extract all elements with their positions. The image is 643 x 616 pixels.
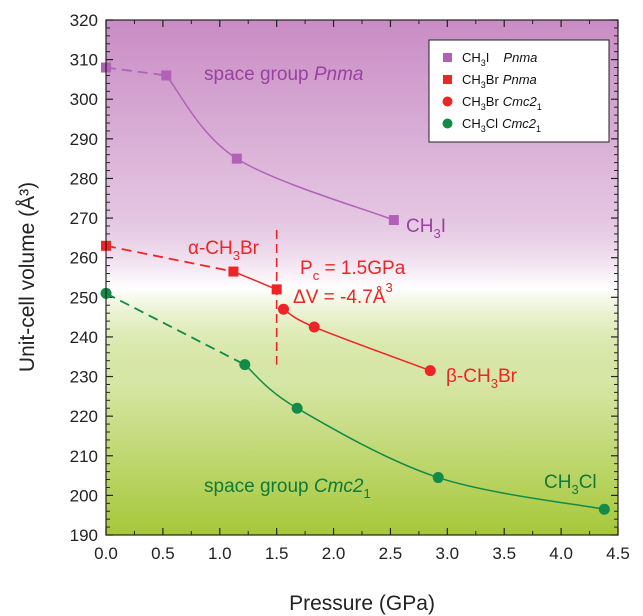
annotation-pnma: space group Pnma: [204, 64, 364, 85]
y-tick-label: 300: [70, 90, 98, 109]
x-tick-label: 4.5: [606, 544, 630, 563]
annotation-pc: Pc = 1.5GPa: [300, 258, 406, 283]
x-tick-label: 1.0: [208, 544, 232, 563]
series-3-dashed-line: [105, 292, 246, 366]
series-3-point-1: [239, 359, 251, 371]
annotation-cmc21: space group Cmc21: [204, 476, 371, 501]
annotation-delta-v: ΔV = -4.7Å3: [293, 280, 393, 308]
series-2-point-2: [424, 365, 436, 377]
y-tick-label: 320: [70, 11, 98, 30]
y-tick-label: 220: [70, 407, 98, 426]
series-1-point-2: [271, 284, 282, 295]
y-axis-title: Unit-cell volume (Å³): [16, 182, 39, 372]
plot-frame: [105, 19, 619, 536]
series-2-point-1: [308, 321, 320, 333]
y-tick-label: 310: [70, 51, 98, 70]
series-0-point-2: [231, 153, 242, 164]
y-tick-label: 250: [70, 288, 98, 307]
y-tick-label: 290: [70, 130, 98, 149]
annotation-alpha-ch3br: α-CH3Br: [188, 238, 260, 263]
legend: CH3I Pnma CH3Br Pnma CH3Br Cmc21 CH3Cl Cmc21: [428, 39, 610, 143]
legend-marker-ch3br-pnma: [443, 75, 452, 84]
y-tick-labels: 190 200 210 220 230 240 250 260 270 280 290 300 310 3…: [70, 11, 98, 545]
legend-label-ch3br-pnma: CH3Br Pnma: [462, 72, 537, 90]
series-0-point-3: [388, 215, 399, 226]
annotation-beta-ch3br: β-CH3Br: [446, 366, 518, 391]
annotation-ch3i: CH3I: [406, 216, 446, 241]
series-3-line: [244, 364, 605, 510]
x-tick-label: 4.0: [549, 544, 573, 563]
legend-marker-ch3br-cmc21: [442, 96, 453, 107]
x-tick-label: 3.0: [436, 544, 460, 563]
y-tick-label: 190: [70, 526, 98, 545]
legend-label-ch3i-pnma: CH3I Pnma: [462, 50, 537, 68]
legend-label-ch3cl-cmc21: CH3Cl Cmc21: [462, 116, 541, 134]
y-tick-label: 240: [70, 328, 98, 347]
x-tick-label: 2.0: [322, 544, 346, 563]
x-tick-label: 3.5: [492, 544, 516, 563]
y-tick-label: 260: [70, 249, 98, 268]
x-tick-label: 2.5: [379, 544, 403, 563]
x-tick-label: 0.5: [151, 544, 175, 563]
series-1-dashed-line: [105, 244, 234, 273]
annotation-ch3cl: CH3Cl: [544, 472, 597, 497]
series-2-point-0: [277, 303, 289, 315]
series-1-point-1: [228, 266, 239, 277]
legend-marker-ch3cl-cmc21: [442, 118, 453, 129]
series-3-point-4: [598, 503, 610, 515]
y-tick-label: 230: [70, 368, 98, 387]
legend-label-ch3br-cmc21: CH3Br Cmc21: [462, 94, 542, 112]
legend-marker-ch3i-pnma: [443, 53, 452, 62]
y-tick-label: 210: [70, 447, 98, 466]
series-0-point-1: [161, 70, 172, 81]
y-tick-label: 280: [70, 169, 98, 188]
x-axis-title: Pressure (GPa): [289, 592, 435, 615]
series-3-point-2: [291, 402, 303, 414]
y-tick-label: 270: [70, 209, 98, 228]
series-0-dashed-line: [105, 66, 167, 77]
series-3-point-3: [432, 472, 444, 484]
x-tick-label: 1.5: [265, 544, 289, 563]
axis-ticks: [105, 19, 619, 536]
y-tick-label: 200: [70, 486, 98, 505]
x-tick-label: 0.0: [94, 544, 118, 563]
series-2-line: [283, 308, 431, 372]
legend-box: [428, 39, 610, 143]
x-tick-labels: 0.0 0.5 1.0 1.5 2.0 2.5 3.0 3.5 4.0 4.5: [94, 544, 630, 563]
